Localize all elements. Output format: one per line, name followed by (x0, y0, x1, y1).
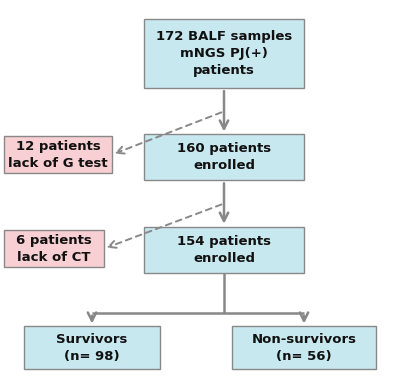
Text: Survivors
(n= 98): Survivors (n= 98) (56, 333, 128, 362)
Text: Non-survivors
(n= 56): Non-survivors (n= 56) (252, 333, 356, 362)
Text: 12 patients
lack of G test: 12 patients lack of G test (8, 139, 108, 170)
Text: 6 patients
lack of CT: 6 patients lack of CT (16, 233, 92, 264)
Text: 154 patients
enrolled: 154 patients enrolled (177, 235, 271, 265)
FancyBboxPatch shape (144, 19, 304, 88)
FancyBboxPatch shape (24, 326, 160, 369)
FancyBboxPatch shape (4, 136, 112, 173)
FancyBboxPatch shape (232, 326, 376, 369)
FancyBboxPatch shape (144, 134, 304, 180)
FancyBboxPatch shape (4, 230, 104, 267)
Text: 160 patients
enrolled: 160 patients enrolled (177, 142, 271, 172)
FancyBboxPatch shape (144, 227, 304, 273)
Text: 172 BALF samples
mNGS PJ(+)
patients: 172 BALF samples mNGS PJ(+) patients (156, 30, 292, 77)
